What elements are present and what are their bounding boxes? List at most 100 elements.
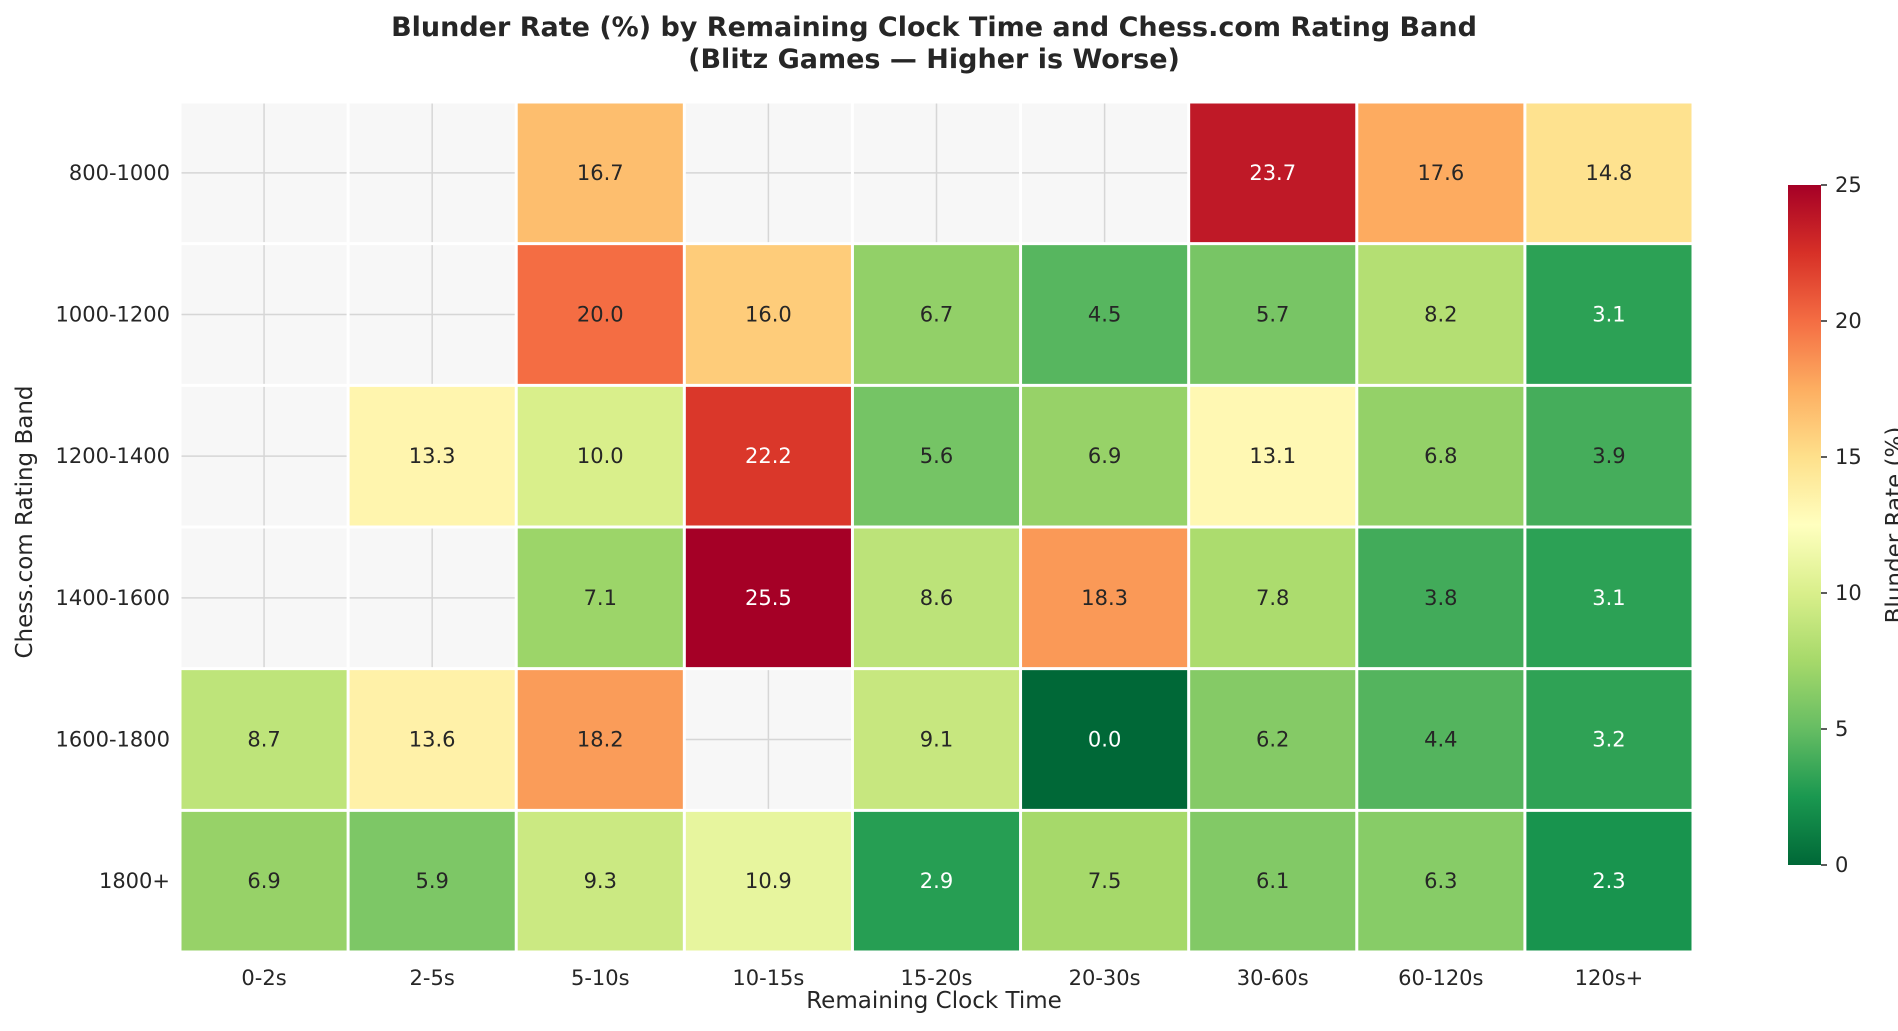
cell-value-label: 2.9 <box>920 869 953 893</box>
cell-value-label: 7.1 <box>584 586 617 610</box>
heatmap-cell <box>1356 243 1525 386</box>
cell-value-label: 5.9 <box>415 869 448 893</box>
cell-value-label: 18.2 <box>577 728 624 752</box>
heatmap-cell <box>516 243 685 386</box>
x-tick-label: 20-30s <box>1069 966 1141 990</box>
x-tick-label: 30-60s <box>1237 966 1309 990</box>
x-tick-label: 120s+ <box>1575 966 1644 990</box>
heatmap-cell <box>1020 243 1189 386</box>
cell-value-label: 3.9 <box>1592 444 1625 468</box>
cell-value-label: 17.6 <box>1417 161 1464 185</box>
cell-value-label: 5.7 <box>1256 303 1289 327</box>
x-axis-ticks: 0-2s 2-5s 5-10s 10-15s 15-20s 20-30s 30-60s 60-… <box>241 966 1643 990</box>
colorbar-gradient <box>1788 185 1821 865</box>
chart-subtitle: (Blitz Games — Higher is Worse) <box>688 44 1180 75</box>
cell-value-label: 10.9 <box>745 869 792 893</box>
x-tick-label: 0-2s <box>241 966 286 990</box>
x-tick-label: 60-120s <box>1398 966 1483 990</box>
colorbar-tick-label: 10 <box>1835 581 1862 605</box>
colorbar: 0 5 10 15 20 25 Blunder Rate (%) <box>1788 173 1898 877</box>
heatmap-cell <box>1356 102 1525 244</box>
cell-value-label: 7.8 <box>1256 586 1289 610</box>
heatmap-cell <box>684 385 853 527</box>
heatmap-cell <box>684 243 853 386</box>
heatmap-cell <box>516 668 685 811</box>
y-tick-label: 1000-1200 <box>56 303 170 327</box>
y-tick-label: 1400-1600 <box>56 586 170 610</box>
heatmap-cell <box>1020 385 1189 527</box>
heatmap-cell <box>516 102 685 244</box>
cell-value-label: 0.0 <box>1088 728 1121 752</box>
cell-value-label: 6.8 <box>1424 444 1457 468</box>
cell-value-label: 13.3 <box>409 444 456 468</box>
colorbar-tick-label: 25 <box>1835 173 1862 197</box>
heatmap-cell <box>348 810 517 952</box>
heatmap-cell <box>852 527 1021 669</box>
cell-value-label: 18.3 <box>1081 586 1128 610</box>
x-tick-label: 10-15s <box>732 966 804 990</box>
cell-value-label: 23.7 <box>1249 161 1296 185</box>
heatmap-cell <box>1020 527 1189 669</box>
heatmap-cell <box>1524 527 1693 669</box>
y-axis-ticks: 800-1000 1000-1200 1200-1400 1400-1600 1600-… <box>56 161 170 893</box>
cell-value-label: 4.4 <box>1424 728 1457 752</box>
cell-value-label: 6.1 <box>1256 869 1289 893</box>
y-tick-label: 1200-1400 <box>56 444 170 468</box>
cell-value-label: 3.2 <box>1592 728 1625 752</box>
y-axis-label: Chess.com Rating Band <box>12 385 38 658</box>
heatmap-cell <box>1524 810 1693 952</box>
cell-value-label: 25.5 <box>745 586 792 610</box>
colorbar-tick-label: 20 <box>1835 309 1862 333</box>
heatmap-cell <box>684 527 853 669</box>
cell-value-label: 9.1 <box>920 728 953 752</box>
x-axis-label: Remaining Clock Time <box>806 988 1062 1014</box>
heatmap-cell <box>684 810 853 952</box>
x-tick-label: 15-20s <box>901 966 973 990</box>
chart-title: Blunder Rate (%) by Remaining Clock Time… <box>391 12 1477 43</box>
cell-value-label: 8.6 <box>920 586 953 610</box>
cell-value-label: 16.0 <box>745 303 792 327</box>
cell-value-label: 9.3 <box>584 869 617 893</box>
cell-value-label: 8.7 <box>247 728 280 752</box>
cell-value-label: 22.2 <box>745 444 792 468</box>
cell-value-label: 5.6 <box>920 444 953 468</box>
x-tick-label: 2-5s <box>410 966 455 990</box>
heatmap-cell <box>852 810 1021 952</box>
cell-value-label: 13.1 <box>1249 444 1296 468</box>
cell-value-label: 2.3 <box>1592 869 1625 893</box>
cell-value-label: 14.8 <box>1586 161 1633 185</box>
x-tick-label: 5-10s <box>571 966 630 990</box>
heatmap-cell <box>1524 385 1693 527</box>
heatmap-cell <box>516 527 685 669</box>
y-tick-label: 1600-1800 <box>56 728 170 752</box>
y-tick-label: 1800+ <box>99 869 170 893</box>
heatmap-cell <box>1020 668 1189 811</box>
heatmap-cell <box>1524 668 1693 811</box>
heatmap-cell <box>516 385 685 527</box>
cell-value-label: 8.2 <box>1424 303 1457 327</box>
heatmap-cell <box>1188 668 1357 811</box>
heatmap-cell <box>1356 668 1525 811</box>
cell-value-label: 20.0 <box>577 303 624 327</box>
colorbar-tick-label: 0 <box>1835 853 1848 877</box>
heatmap-cell <box>348 385 517 527</box>
cell-value-label: 6.9 <box>247 869 280 893</box>
cell-value-label: 16.7 <box>577 161 624 185</box>
cell-value-label: 3.8 <box>1424 586 1457 610</box>
heatmap-cell <box>1188 810 1357 952</box>
colorbar-label: Blunder Rate (%) <box>1882 427 1898 624</box>
heatmap-cell <box>1188 527 1357 669</box>
cell-value-label: 6.2 <box>1256 728 1289 752</box>
heatmap-cell <box>1524 243 1693 386</box>
heatmap-cells: 16.7 23.7 17.6 14.8 20.0 16.0 6.7 4.5 5.7 8.2 3.1 1… <box>178 100 1695 954</box>
heatmap-cell <box>1188 243 1357 386</box>
heatmap-cell <box>180 810 349 952</box>
colorbar-ticks: 0 5 10 15 20 25 <box>1821 173 1862 877</box>
heatmap-cell <box>1188 102 1357 244</box>
cell-value-label: 6.7 <box>920 303 953 327</box>
cell-value-label: 6.3 <box>1424 869 1457 893</box>
heatmap-cell <box>1524 102 1693 244</box>
heatmap-cell <box>1020 810 1189 952</box>
cell-value-label: 3.1 <box>1592 586 1625 610</box>
cell-value-label: 4.5 <box>1088 303 1121 327</box>
